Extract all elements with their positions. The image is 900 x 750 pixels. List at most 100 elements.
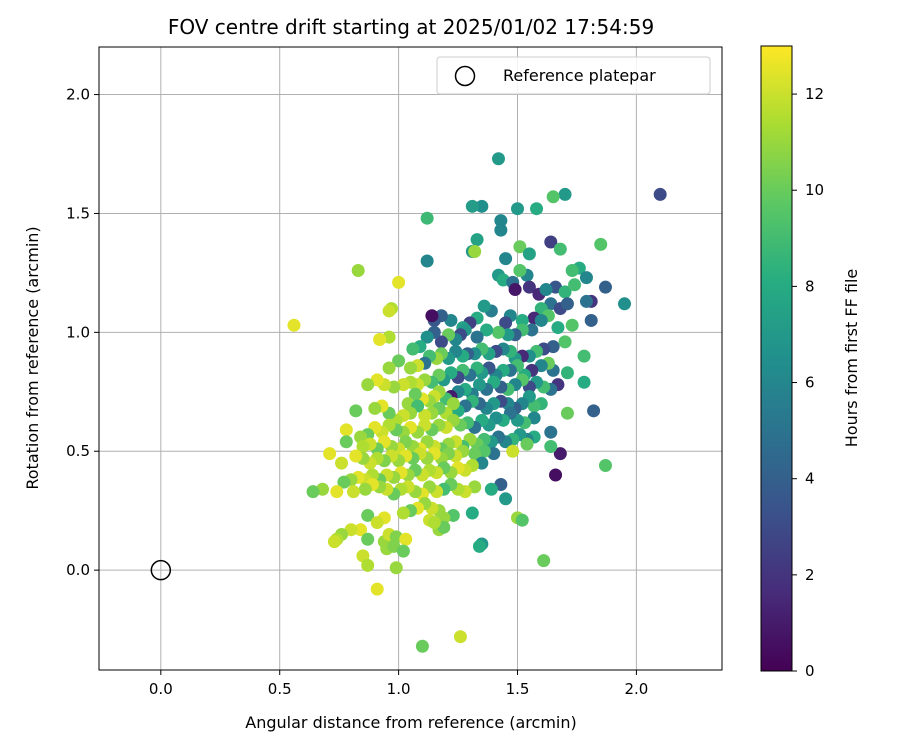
data-point-244 bbox=[553, 447, 567, 461]
data-point-348 bbox=[361, 558, 375, 572]
data-point-216 bbox=[339, 423, 353, 437]
legend-box bbox=[436, 56, 711, 95]
colorbar-tick-label-6: 12 bbox=[805, 85, 824, 103]
data-point-58 bbox=[565, 318, 579, 332]
data-point-67 bbox=[480, 323, 494, 337]
legend-marker-reference bbox=[454, 65, 476, 87]
data-point-292 bbox=[484, 482, 498, 496]
legend-entry-reference-platepar: Reference platepar bbox=[503, 66, 656, 85]
data-point-247 bbox=[506, 444, 520, 458]
colorbar-tick-label-3: 6 bbox=[805, 374, 815, 392]
data-point-82 bbox=[287, 318, 301, 332]
data-point-55 bbox=[425, 309, 439, 323]
data-point-290 bbox=[337, 475, 351, 489]
data-point-26 bbox=[579, 294, 593, 308]
data-point-321 bbox=[396, 506, 410, 520]
data-point-29 bbox=[568, 278, 582, 292]
data-point-18 bbox=[553, 242, 567, 256]
data-point-57 bbox=[584, 313, 598, 327]
data-point-250 bbox=[468, 447, 482, 461]
data-point-346 bbox=[396, 544, 410, 558]
data-point-75 bbox=[420, 330, 434, 344]
data-point-111 bbox=[560, 366, 574, 380]
data-point-66 bbox=[491, 325, 505, 339]
data-point-176 bbox=[446, 397, 460, 411]
data-point-14 bbox=[499, 252, 513, 266]
x-tick-label-1: 0.5 bbox=[268, 680, 292, 698]
data-point-38 bbox=[539, 283, 553, 297]
data-point-44 bbox=[515, 313, 529, 327]
data-point-4 bbox=[530, 202, 544, 216]
data-point-270 bbox=[549, 468, 563, 482]
data-point-24 bbox=[618, 297, 632, 311]
data-point-180 bbox=[418, 409, 432, 423]
colorbar-gradient bbox=[761, 46, 792, 671]
data-point-78 bbox=[392, 275, 406, 289]
data-point-1 bbox=[491, 152, 505, 166]
data-point-7 bbox=[475, 199, 489, 213]
data-point-21 bbox=[565, 264, 579, 278]
data-point-17 bbox=[544, 235, 558, 249]
data-point-151 bbox=[472, 378, 486, 392]
data-point-16 bbox=[522, 247, 536, 261]
data-point-62 bbox=[525, 323, 539, 337]
colorbar: 0 2 4 6 8 10 12 Hours from first FF file bbox=[760, 45, 861, 680]
data-point-109 bbox=[404, 361, 417, 375]
x-tick-label-0: 0.0 bbox=[149, 680, 173, 698]
data-point-61 bbox=[534, 313, 548, 327]
data-point-36 bbox=[522, 280, 536, 294]
data-point-31 bbox=[513, 264, 527, 278]
data-point-110 bbox=[577, 349, 591, 363]
data-point-350 bbox=[537, 554, 551, 568]
colorbar-tick-label-2: 4 bbox=[805, 470, 815, 488]
data-point-326 bbox=[370, 516, 384, 530]
data-point-314 bbox=[465, 506, 479, 520]
data-point-13 bbox=[468, 244, 482, 258]
colorbar-tick-label-4: 8 bbox=[805, 277, 815, 295]
data-point-353 bbox=[415, 639, 429, 653]
data-point-349 bbox=[389, 561, 403, 575]
data-point-309 bbox=[346, 485, 360, 499]
data-points bbox=[287, 152, 667, 653]
colorbar-tick-label-0: 0 bbox=[805, 662, 815, 680]
data-point-9 bbox=[420, 211, 434, 225]
data-point-68 bbox=[470, 330, 484, 344]
data-point-41 bbox=[560, 297, 574, 311]
data-point-341 bbox=[515, 513, 529, 527]
data-point-332 bbox=[361, 532, 375, 546]
reference-platepar-marker bbox=[150, 559, 172, 581]
data-point-187 bbox=[368, 401, 382, 415]
data-point-138 bbox=[361, 378, 375, 392]
chart-title: FOV centre drift starting at 2025/01/02 … bbox=[168, 15, 654, 39]
data-point-268 bbox=[323, 447, 337, 461]
data-point-325 bbox=[361, 508, 375, 522]
colorbar-tick-label-1: 2 bbox=[805, 566, 815, 584]
colorbar-frame bbox=[760, 45, 793, 672]
colorbar-label: Hours from first FF file bbox=[842, 269, 861, 448]
data-point-310 bbox=[330, 485, 344, 499]
data-point-3 bbox=[546, 190, 560, 204]
data-point-243 bbox=[339, 435, 353, 449]
y-axis-label: Rotation from reference (arcmin) bbox=[23, 226, 42, 489]
data-point-10 bbox=[470, 233, 484, 247]
data-point-336 bbox=[399, 532, 413, 546]
y-tick-label-4: 2.0 bbox=[66, 86, 90, 104]
data-point-161 bbox=[408, 387, 422, 401]
data-point-313 bbox=[499, 492, 513, 506]
data-point-22 bbox=[579, 271, 593, 285]
y-axis-ticks: 0.0 0.5 1.0 1.5 2.0 bbox=[66, 86, 99, 579]
data-point-2 bbox=[558, 187, 572, 201]
data-point-15 bbox=[513, 240, 527, 254]
data-point-5 bbox=[511, 202, 525, 216]
data-point-56 bbox=[420, 254, 434, 268]
data-point-81 bbox=[351, 264, 365, 278]
data-point-85 bbox=[392, 354, 406, 368]
data-point-352 bbox=[453, 630, 467, 644]
data-point-6 bbox=[494, 214, 508, 228]
data-point-269 bbox=[598, 459, 612, 473]
data-point-351 bbox=[370, 582, 384, 596]
colorbar-ticks: 0 2 4 6 8 10 12 bbox=[792, 85, 824, 680]
data-point-217 bbox=[544, 425, 558, 439]
data-point-189 bbox=[587, 404, 601, 418]
